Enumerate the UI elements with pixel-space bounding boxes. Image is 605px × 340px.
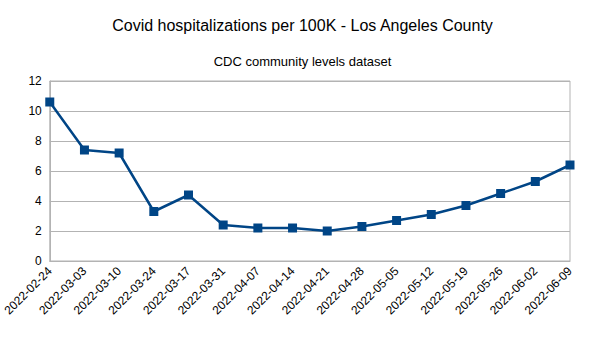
svg-text:2022-05-05: 2022-05-05 xyxy=(348,264,402,318)
svg-text:4: 4 xyxy=(35,194,42,208)
svg-text:2022-02-24: 2022-02-24 xyxy=(1,264,55,318)
svg-text:2022-05-26: 2022-05-26 xyxy=(452,264,506,318)
svg-text:6: 6 xyxy=(35,164,42,178)
svg-text:2022-03-10: 2022-03-10 xyxy=(70,264,125,318)
svg-text:2022-03-24: 2022-03-24 xyxy=(105,264,159,318)
svg-text:2022-04-28: 2022-04-28 xyxy=(313,264,367,318)
svg-text:0: 0 xyxy=(35,254,42,268)
svg-text:2022-03-03: 2022-03-03 xyxy=(36,264,90,318)
svg-text:2022-04-07: 2022-04-07 xyxy=(209,264,263,318)
svg-text:12: 12 xyxy=(28,74,42,88)
svg-text:2: 2 xyxy=(35,224,42,238)
svg-text:CDC community levels dataset: CDC community levels dataset xyxy=(214,54,392,69)
svg-text:2022-06-09: 2022-06-09 xyxy=(522,264,575,317)
svg-text:2022-04-21: 2022-04-21 xyxy=(278,264,333,318)
svg-text:2022-03-31: 2022-03-31 xyxy=(174,264,229,318)
svg-text:10: 10 xyxy=(28,104,42,118)
svg-text:2022-03-17: 2022-03-17 xyxy=(140,264,194,318)
svg-text:2022-05-12: 2022-05-12 xyxy=(383,264,437,318)
svg-text:2022-06-02: 2022-06-02 xyxy=(487,264,541,318)
svg-text:2022-05-19: 2022-05-19 xyxy=(417,264,471,318)
svg-text:2022-04-14: 2022-04-14 xyxy=(244,264,298,318)
svg-text:Covid hospitalizations per 100: Covid hospitalizations per 100K - Los An… xyxy=(112,17,493,34)
svg-text:8: 8 xyxy=(35,134,42,148)
